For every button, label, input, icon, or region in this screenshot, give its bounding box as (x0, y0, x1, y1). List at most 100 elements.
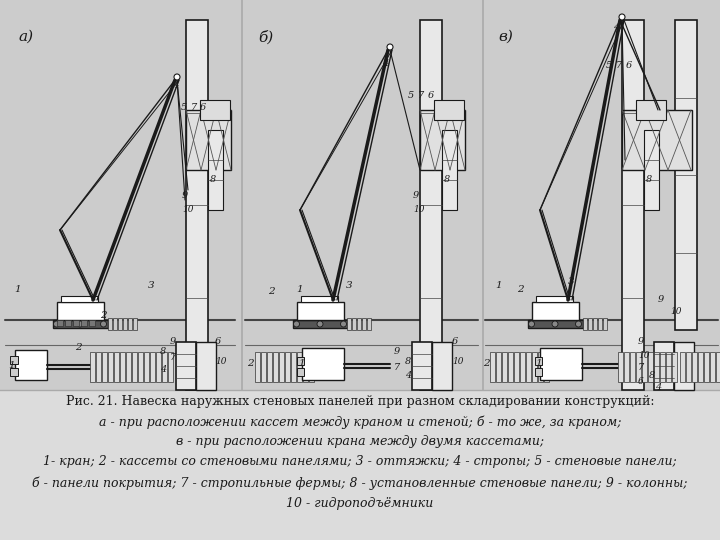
Bar (285, 352, 290, 382)
Text: 6: 6 (428, 91, 434, 99)
Circle shape (53, 321, 60, 327)
Bar (186, 110, 231, 170)
Bar (412, 342, 432, 390)
Bar (434, 100, 464, 120)
Bar (309, 352, 314, 382)
Bar (630, 352, 635, 382)
Bar (535, 357, 542, 365)
Bar (347, 318, 351, 330)
Bar (508, 352, 513, 382)
Bar (10, 368, 18, 376)
Bar (536, 296, 572, 302)
Bar (636, 100, 666, 120)
Bar (186, 20, 208, 390)
Bar (53, 320, 107, 328)
Bar (357, 318, 361, 330)
Text: 7: 7 (170, 353, 176, 361)
Text: б): б) (258, 30, 274, 44)
Bar (138, 352, 143, 382)
Bar (666, 352, 671, 382)
Text: б - панели покрытия; 7 - стропильные фермы; 8 - установленные стеновые панели; 9: б - панели покрытия; 7 - стропильные фер… (32, 476, 688, 490)
Bar (692, 352, 697, 382)
Bar (0, 0, 720, 390)
Bar (120, 352, 125, 382)
Bar (65, 320, 71, 326)
Text: 9: 9 (394, 348, 400, 356)
Text: 9: 9 (170, 338, 176, 347)
Bar (162, 352, 167, 382)
Text: 2: 2 (100, 310, 107, 320)
Bar (704, 352, 709, 382)
Bar (300, 296, 338, 302)
Bar (642, 352, 647, 382)
Text: 1: 1 (298, 360, 305, 368)
Text: 6: 6 (638, 377, 644, 387)
Bar (528, 320, 582, 328)
Bar (96, 352, 101, 382)
Bar (490, 352, 495, 382)
Text: 8: 8 (210, 176, 216, 185)
Bar (208, 130, 223, 210)
Bar (644, 130, 659, 210)
Bar (698, 352, 703, 382)
Text: 8: 8 (405, 357, 411, 367)
Bar (624, 352, 629, 382)
Text: 1: 1 (14, 286, 21, 294)
Bar (654, 352, 659, 382)
Text: 7: 7 (418, 91, 424, 99)
Bar (675, 20, 697, 330)
Text: 8: 8 (160, 348, 166, 356)
Circle shape (575, 321, 582, 327)
Bar (442, 130, 457, 210)
Circle shape (317, 321, 323, 327)
Bar (540, 348, 582, 380)
Text: 7: 7 (394, 363, 400, 373)
Bar (583, 318, 587, 330)
Bar (56, 302, 104, 320)
Bar (150, 352, 155, 382)
Bar (267, 352, 272, 382)
Bar (531, 302, 578, 320)
Bar (496, 352, 501, 382)
Text: 2: 2 (268, 287, 274, 296)
Bar (535, 368, 542, 376)
Bar (297, 357, 304, 365)
Bar (622, 110, 692, 170)
Bar (176, 342, 196, 390)
Text: 6: 6 (200, 104, 206, 112)
Bar (538, 352, 543, 382)
Text: 8: 8 (649, 370, 655, 380)
Text: а - при расположении кассет между краном и стеной; б - то же, за краном;: а - при расположении кассет между краном… (99, 415, 621, 429)
Bar (618, 352, 623, 382)
Bar (144, 352, 149, 382)
Text: 1: 1 (8, 361, 14, 369)
Circle shape (619, 14, 625, 20)
Text: 8: 8 (646, 176, 652, 185)
Bar (716, 352, 720, 382)
Circle shape (387, 44, 393, 50)
Bar (128, 318, 132, 330)
Bar (273, 352, 278, 382)
Bar (102, 352, 107, 382)
Text: 10: 10 (452, 357, 464, 367)
Text: 6: 6 (215, 338, 221, 347)
Bar (297, 368, 304, 376)
Text: 5: 5 (181, 104, 187, 112)
Text: 10: 10 (182, 206, 194, 214)
Text: 4: 4 (382, 58, 389, 68)
Bar (520, 352, 525, 382)
Bar (57, 320, 63, 326)
Text: 9: 9 (413, 191, 419, 199)
Circle shape (341, 321, 346, 327)
Text: 9: 9 (182, 191, 188, 199)
Bar (126, 352, 131, 382)
Bar (108, 352, 113, 382)
Bar (532, 352, 537, 382)
Bar (302, 348, 344, 380)
Bar (502, 352, 507, 382)
Text: 2: 2 (247, 360, 253, 368)
Text: 10: 10 (638, 350, 649, 360)
Text: 10: 10 (215, 357, 227, 367)
Bar (60, 296, 97, 302)
Text: в - при расположении крана между двумя кассетами;: в - при расположении крана между двумя к… (176, 435, 544, 449)
